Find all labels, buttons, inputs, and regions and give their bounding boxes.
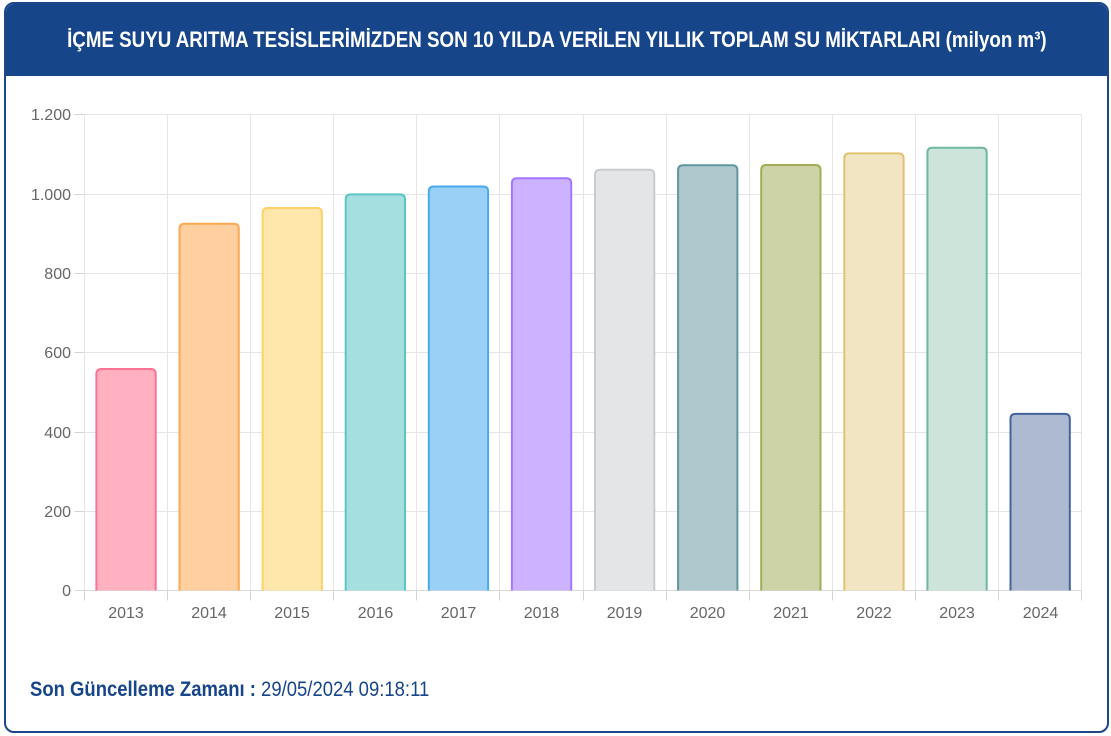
svg-text:2021: 2021	[773, 605, 809, 622]
svg-text:2018: 2018	[524, 605, 560, 622]
svg-text:400: 400	[44, 425, 71, 442]
svg-text:2023: 2023	[939, 605, 975, 622]
svg-text:2019: 2019	[607, 605, 643, 622]
svg-text:0: 0	[62, 583, 71, 600]
svg-text:2014: 2014	[191, 605, 227, 622]
svg-text:200: 200	[44, 504, 71, 521]
svg-text:1.200: 1.200	[31, 107, 71, 124]
svg-text:600: 600	[44, 345, 71, 362]
svg-text:2020: 2020	[690, 605, 726, 622]
svg-text:2022: 2022	[856, 605, 892, 622]
svg-text:2017: 2017	[441, 605, 477, 622]
svg-text:2016: 2016	[358, 605, 394, 622]
svg-text:1.000: 1.000	[31, 187, 71, 204]
svg-text:2024: 2024	[1023, 605, 1059, 622]
svg-text:2015: 2015	[274, 605, 310, 622]
svg-text:800: 800	[44, 266, 71, 283]
svg-text:2013: 2013	[108, 605, 144, 622]
